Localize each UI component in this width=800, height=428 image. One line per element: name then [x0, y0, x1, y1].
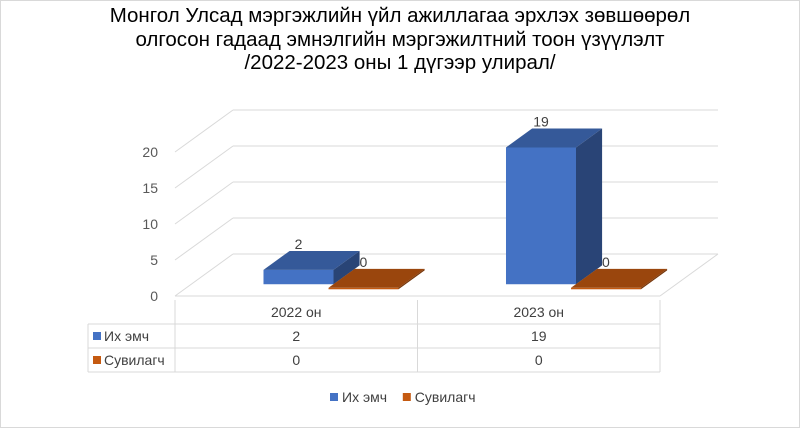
bar-top-0-1: [505, 128, 603, 148]
bar-front-0-1: [505, 147, 576, 285]
y-tick-label: 0: [150, 288, 158, 304]
data-label-1-1: 0: [602, 254, 610, 270]
bar-side-0-0: [333, 250, 360, 285]
table-cell-value: 0: [535, 352, 543, 368]
y-tick-label: 10: [142, 216, 158, 232]
table-cell-value: 19: [531, 328, 547, 344]
legend-label: Их эмч: [342, 389, 387, 405]
chart-title-line-1: Монгол Улсад мэргэжлийн үйл ажиллагаа эр…: [109, 4, 691, 27]
table-cell-value: 0: [292, 352, 300, 368]
bar-side-1-0: [398, 268, 425, 290]
legend-key: [402, 393, 411, 401]
table-category-label: 2023 он: [513, 304, 564, 320]
table-category-label: 2022 он: [271, 304, 322, 320]
y-tick-label: 5: [150, 252, 158, 268]
bar-side-0-1: [575, 128, 603, 285]
data-label-0-1: 19: [533, 114, 549, 130]
table-legend-key: [93, 356, 101, 364]
side-gridline: [174, 109, 234, 153]
bar-top-1-0: [328, 268, 425, 288]
side-gridline: [174, 217, 234, 261]
floor-right-edge: [659, 253, 719, 297]
side-gridline: [174, 253, 234, 297]
bar-front-1-1: [571, 287, 642, 290]
chart-title-line-3: /2022-2023 оны 1 дүгээр улирал/: [244, 51, 556, 74]
chart-title-line-2: олгосон гадаад эмнэлгийн мэргэжилтний то…: [135, 27, 665, 51]
bar-top-1-1: [571, 268, 668, 288]
data-label-0-0: 2: [295, 236, 303, 252]
table-legend-key: [93, 332, 101, 340]
y-tick-label: 20: [142, 144, 158, 160]
side-gridline: [174, 145, 234, 189]
bar-front-1-0: [328, 287, 399, 290]
table-series-label: Сувилагч: [104, 352, 165, 368]
data-label-1-0: 0: [360, 254, 368, 270]
legend-key: [330, 393, 338, 401]
chart-title: Монгол Улсад мэргэжлийн үйл ажиллагаа эр…: [0, 4, 800, 75]
y-tick-label: 15: [142, 180, 158, 196]
bar-top-0-0: [263, 250, 360, 270]
legend-label: Сувилагч: [415, 389, 476, 405]
bar-front-0-0: [263, 269, 334, 285]
side-gridline: [174, 181, 234, 225]
table-series-label: Их эмч: [104, 328, 149, 344]
bar-side-1-1: [641, 268, 668, 290]
table-cell-value: 2: [292, 328, 300, 344]
